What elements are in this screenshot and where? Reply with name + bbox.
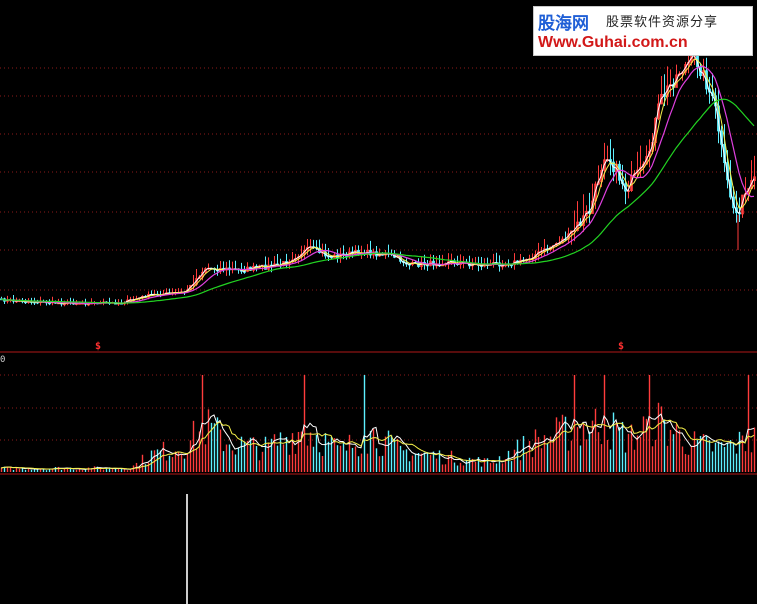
watermark-tagline: 股票软件资源分享	[606, 15, 719, 30]
ma-mid-line	[0, 58, 755, 305]
volume-average-lines	[0, 413, 755, 470]
price-candles	[0, 39, 756, 307]
signal-marker: $	[95, 341, 102, 352]
volume-bars	[0, 375, 756, 472]
watermark-url: Www.Guhai.com.cn	[538, 34, 688, 51]
volume-axis-label: 0	[0, 355, 5, 365]
ma-short-line	[0, 54, 755, 305]
moving-average-lines	[0, 54, 755, 305]
watermark-badge: 股海网 股票软件资源分享 Www.Guhai.com.cn	[533, 6, 753, 56]
signal-marker: $	[618, 341, 625, 352]
ma-trend-line	[0, 98, 755, 304]
ma-long-line	[0, 65, 755, 305]
watermark-site-name: 股海网	[538, 14, 589, 34]
volume-ma-long	[0, 419, 755, 470]
price-gridlines	[0, 67, 757, 291]
